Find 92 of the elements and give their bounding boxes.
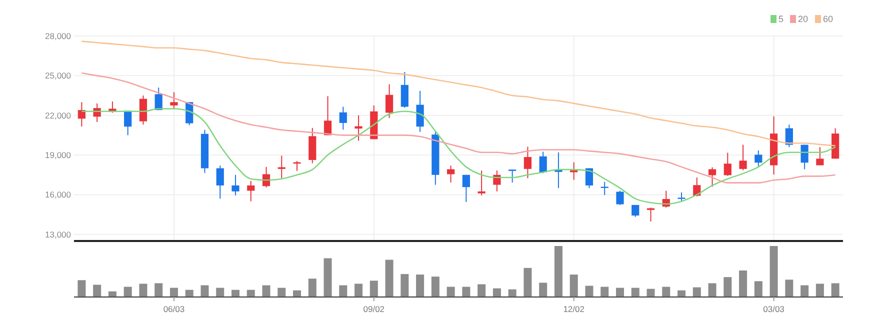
y-tick-label: 25,000 <box>45 70 72 81</box>
bar <box>539 282 548 297</box>
bar <box>631 288 640 297</box>
bar <box>678 290 686 297</box>
x-tick-label: 09/02 <box>363 304 385 314</box>
bar <box>93 284 102 297</box>
bar <box>462 286 470 297</box>
candlestick <box>124 110 132 136</box>
legend-label: 5 <box>778 14 784 24</box>
candlestick <box>416 90 424 132</box>
candlestick <box>262 166 270 188</box>
bar <box>770 246 778 297</box>
bar <box>216 288 224 297</box>
bar <box>585 286 594 297</box>
candlestick <box>739 144 747 171</box>
bar <box>139 284 148 297</box>
bar <box>508 289 516 297</box>
bar <box>800 285 809 297</box>
bar <box>739 270 748 297</box>
candlestick <box>754 150 762 168</box>
legend-label: 60 <box>823 14 834 24</box>
bar <box>308 278 316 297</box>
bar <box>431 276 440 297</box>
bar <box>416 274 424 297</box>
y-tick-label: 16,000 <box>45 190 72 200</box>
bar <box>646 288 655 297</box>
bar <box>385 260 394 297</box>
bar <box>324 258 332 297</box>
bar <box>231 290 240 297</box>
candlestick <box>708 166 716 188</box>
bar <box>600 286 609 297</box>
bar <box>724 277 732 297</box>
bar <box>78 280 86 297</box>
candlestick <box>232 174 240 196</box>
bar <box>554 246 562 297</box>
candlestick <box>462 174 470 202</box>
candlestick <box>508 169 516 183</box>
y-tick-label: 22,000 <box>45 110 72 120</box>
candlestick <box>139 95 148 126</box>
bar <box>339 285 348 297</box>
candlestick <box>616 190 624 206</box>
y-tick-label: 19,000 <box>45 150 72 160</box>
bar <box>492 288 501 297</box>
legend-label: 20 <box>798 14 808 24</box>
candlestick <box>524 146 532 179</box>
bar <box>570 274 578 297</box>
candlestick <box>385 84 394 118</box>
candlestick <box>570 162 578 180</box>
bar <box>708 283 716 297</box>
bar <box>662 286 670 297</box>
candlestick <box>646 207 655 222</box>
x-tick-label: 06/03 <box>163 304 185 314</box>
candlestick <box>247 180 255 202</box>
candlestick <box>785 124 793 148</box>
bar <box>446 286 455 297</box>
candlestick <box>339 106 347 130</box>
bar <box>831 283 840 297</box>
candlestick <box>478 170 486 196</box>
candlestick <box>724 152 732 176</box>
candlestick <box>816 146 824 166</box>
candlestick <box>493 170 501 192</box>
x-tick-label: 03/03 <box>763 304 785 314</box>
x-tick-label: 12/02 <box>563 304 585 314</box>
candlestick <box>170 92 178 110</box>
candlestick <box>678 192 686 202</box>
candlestick <box>216 165 224 200</box>
candlestick <box>308 127 316 164</box>
bar <box>370 280 378 297</box>
bar <box>524 268 532 297</box>
bar <box>293 290 302 297</box>
bar <box>262 285 270 297</box>
bar <box>785 280 794 297</box>
bar <box>124 286 132 297</box>
candlestick <box>400 72 408 108</box>
bar <box>478 284 486 297</box>
bar <box>246 290 255 297</box>
bar <box>170 288 178 297</box>
bar <box>185 290 194 297</box>
bar <box>354 284 363 297</box>
candlestick <box>354 114 362 142</box>
bar <box>278 288 286 297</box>
bar <box>616 288 624 297</box>
bar <box>154 283 163 297</box>
bar <box>400 274 409 297</box>
candlestick <box>278 155 286 179</box>
line-series <box>81 72 836 184</box>
bar <box>816 284 824 297</box>
bar <box>692 287 701 297</box>
bar <box>200 285 209 297</box>
y-tick-label: 28,000 <box>45 30 72 41</box>
bar <box>754 281 762 297</box>
y-tick-label: 13,000 <box>45 229 72 240</box>
